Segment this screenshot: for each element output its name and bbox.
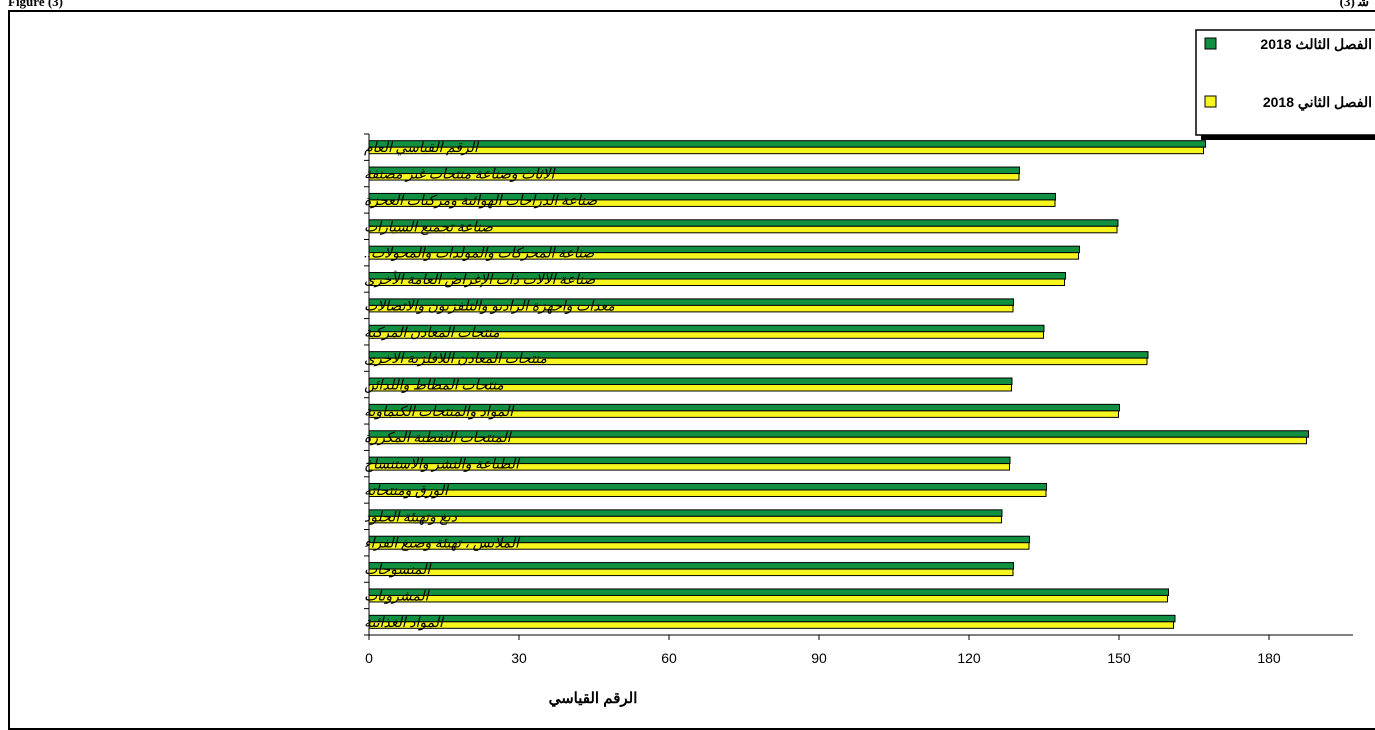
bar-q2-14	[368, 515, 1002, 524]
x-tick-label-6: 180	[1257, 650, 1281, 666]
category-label-16: المنسوجات	[364, 563, 432, 578]
bar-q3-18	[368, 614, 1176, 623]
chart-frame: الفصل الثالث 2018 الفصل الثاني 2018 الرق…	[8, 10, 1375, 730]
figure-number-left: Figure (3)	[8, 0, 63, 9]
x-tick-label-5: 150	[1107, 650, 1131, 666]
x-tick-label-1: 30	[511, 650, 527, 666]
legend-swatch-q3	[1204, 37, 1217, 50]
category-label-11: المنتجات النفطية المكررة	[364, 431, 513, 446]
category-label-5: صناعة الآلات ذات الإغراض العامة الأخرى	[364, 270, 595, 288]
x-axis-title: الرقم القياسي	[549, 690, 638, 708]
category-label-10: المواد والمنتجات الكيماوية	[364, 405, 515, 420]
legend-label-q3: الفصل الثالث 2018	[1260, 36, 1372, 52]
figure-number-right: (3) ﺷ	[1339, 0, 1369, 9]
category-label-8: منتجات المعادن اللافلزية الاخرى	[364, 352, 547, 367]
category-label-14: دبغ وتهيئة الجلود	[364, 510, 458, 525]
category-label-2: صناعة الدراجات الهوائية ومركبات العجزة	[364, 194, 597, 209]
bar-q3-13	[368, 482, 1047, 491]
legend-label-q2: الفصل الثاني 2018	[1263, 94, 1372, 111]
category-label-15: الملابس ، تهيئة وصبغ الفراء	[364, 537, 521, 552]
category-label-13: الورق ومنتجاته	[364, 484, 450, 499]
bar-q3-16	[368, 562, 1014, 570]
bar-chart: الفصل الثالث 2018 الفصل الثاني 2018 الرق…	[364, 29, 1375, 708]
category-label-7: منتجات المعادن المركبة	[364, 326, 500, 341]
bar-q2-16	[368, 568, 1014, 577]
category-label-18: المواد الغذائية	[364, 616, 445, 631]
bar-q3-17	[368, 588, 1169, 596]
legend: الفصل الثالث 2018 الفصل الثاني 2018	[1195, 29, 1375, 140]
bar-q3-14	[368, 509, 1003, 517]
bar-q2-13	[368, 489, 1047, 497]
x-tick-label-4: 120	[957, 650, 981, 666]
category-label-1: الاثاث وصناعة منتجات غير مصنفة	[364, 168, 556, 183]
category-label-17: المشروبات	[364, 589, 431, 604]
x-tick-label-3: 90	[811, 650, 827, 666]
x-tick-label-0: 0	[365, 650, 373, 666]
category-label-0: الرقم القياسي العام	[364, 141, 480, 156]
plot-area: الرقم القياسي العام الاثاث وصناعة منتجات …	[364, 133, 1353, 666]
bar-q2-0	[368, 146, 1204, 155]
x-tick-label-2: 60	[661, 650, 677, 666]
legend-swatch-q2	[1204, 95, 1217, 108]
bar-q2-18	[368, 621, 1174, 629]
category-label-3: صناعة تجميع السيارات	[364, 220, 493, 235]
bar-q3-0	[368, 140, 1206, 148]
category-label-4: صناعة المحركات والمولدات والمحولات..	[364, 247, 594, 262]
category-label-6: معدات واجهزة الراديو والتلفزيون والاتصال…	[364, 299, 615, 314]
bar-q2-17	[368, 594, 1168, 603]
legend-box	[1195, 29, 1375, 136]
category-label-9: منتجات المطاط واللدائن	[364, 379, 504, 394]
category-label-12: الطباعة والنشر والاستنساخ	[364, 458, 521, 473]
